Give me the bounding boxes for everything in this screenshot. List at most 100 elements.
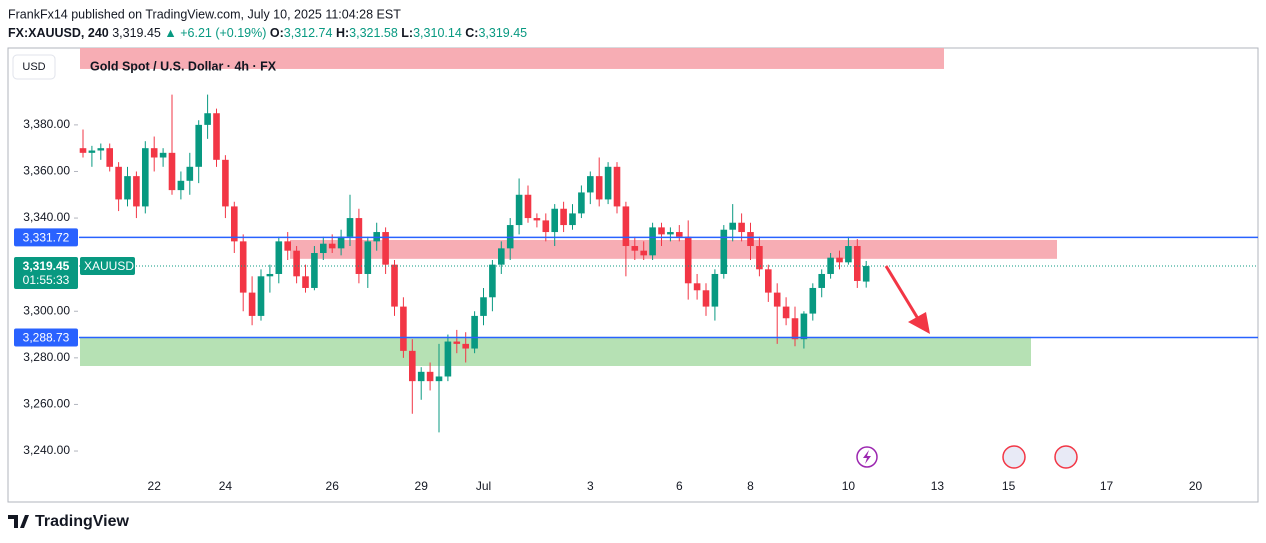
candle-body [186, 166, 194, 181]
candle-body [159, 152, 167, 158]
zone [80, 48, 944, 69]
candle-body [631, 246, 639, 251]
candle-body [328, 243, 336, 249]
candle-body [756, 246, 763, 270]
candle-body [498, 248, 505, 265]
candle-body [462, 343, 469, 349]
candle-body [248, 292, 256, 316]
c-label: C: [465, 26, 478, 40]
us-event-icon[interactable] [1002, 445, 1026, 469]
publisher: FrankFx14 published on TradingView.com, … [8, 7, 401, 21]
x-tick-label: 22 [148, 479, 162, 493]
candle-body [818, 273, 825, 288]
price-label-box [14, 228, 78, 247]
countdown: 01:55:33 [23, 273, 70, 287]
candle-body [195, 124, 202, 167]
candle-body [729, 222, 736, 230]
y-tick-label: 3,240.00 [23, 443, 70, 457]
arrow: ▲ [164, 26, 176, 40]
price-label: 3,288.73 [23, 331, 70, 345]
y-tick-label: 3,280.00 [23, 350, 70, 364]
zone [290, 239, 1057, 259]
arrow-shaft [884, 265, 922, 323]
candle-body [711, 273, 719, 307]
chart-title: Gold Spot / U.S. Dollar · 4h · FX [90, 59, 277, 73]
candle-body [684, 236, 692, 284]
chart-frame [7, 47, 1259, 503]
candle-body [391, 264, 398, 307]
symbol-label: XAUUSD [84, 259, 134, 273]
x-tick-label: 8 [747, 479, 754, 493]
last-price-box [14, 256, 78, 289]
candle-body [293, 250, 300, 277]
us-event-icon[interactable] [1054, 445, 1078, 469]
candle-body [417, 371, 425, 382]
candle-body [747, 232, 754, 247]
candle-body [578, 192, 585, 214]
candle-body [115, 166, 122, 200]
candle-body [640, 250, 647, 256]
candle-body [480, 297, 487, 316]
candle-body [382, 232, 389, 265]
candle-body [142, 148, 149, 207]
candle-body [613, 166, 621, 207]
candle-body [168, 152, 176, 191]
candle-body [320, 243, 327, 254]
candle-body [239, 241, 247, 293]
brand: TradingView [35, 513, 130, 530]
candle-body [364, 241, 372, 274]
candle-body [284, 241, 291, 251]
candle-body [791, 318, 799, 340]
candle-body [595, 176, 603, 200]
candle-body [622, 206, 630, 247]
candle-body [97, 148, 105, 151]
x-tick-label: 15 [1002, 479, 1016, 493]
candle-body [222, 159, 229, 207]
candle-body [533, 218, 541, 221]
candle-body [524, 194, 532, 219]
candle-body [435, 376, 443, 382]
h-label: H: [336, 26, 349, 40]
candle-body [231, 206, 238, 242]
y-tick-label: 3,380.00 [23, 117, 70, 131]
candle-body [845, 246, 852, 263]
candle-body [667, 232, 674, 235]
last: 3,319.45 [112, 26, 161, 40]
candle-body [738, 222, 745, 233]
candle-body [124, 176, 131, 200]
candle-body [88, 150, 96, 153]
candle-body [257, 276, 265, 316]
candle-body [836, 257, 843, 263]
change: +6.21 (+0.19%) [180, 26, 266, 40]
currency-box [12, 54, 56, 80]
candle-body [311, 253, 318, 288]
zone [80, 336, 1031, 366]
x-tick-label: 3 [587, 479, 594, 493]
price-label: 3,331.72 [23, 231, 70, 245]
candle-body [426, 371, 434, 382]
candle-body [649, 227, 656, 256]
price-label-box [14, 328, 78, 347]
close: 3,319.45 [478, 26, 527, 40]
plot: 3,240.003,260.003,280.003,300.003,320.00… [14, 48, 1258, 493]
candle-body [471, 315, 478, 349]
candle-body [177, 180, 185, 191]
logo-mark [8, 515, 29, 528]
candle-body [355, 218, 363, 274]
event-bolt [863, 450, 871, 464]
currency: USD [22, 61, 45, 73]
candle-body [133, 176, 140, 207]
candle-body [551, 208, 558, 233]
low: 3,310.14 [413, 26, 462, 40]
open: 3,312.74 [284, 26, 333, 40]
y-tick-label: 3,260.00 [23, 397, 70, 411]
candle-body [862, 265, 870, 282]
symbol-tag [80, 256, 135, 275]
candle-body [800, 313, 808, 340]
candle-body [302, 276, 309, 288]
y-tick-label: 3,340.00 [23, 210, 70, 224]
candle-body [409, 350, 416, 382]
quote-line: FX:XAUUSD, 240 3,319.45 ▲ +6.21 (+0.19%)… [8, 26, 527, 40]
last-price-label: 3,319.45 [23, 259, 70, 273]
